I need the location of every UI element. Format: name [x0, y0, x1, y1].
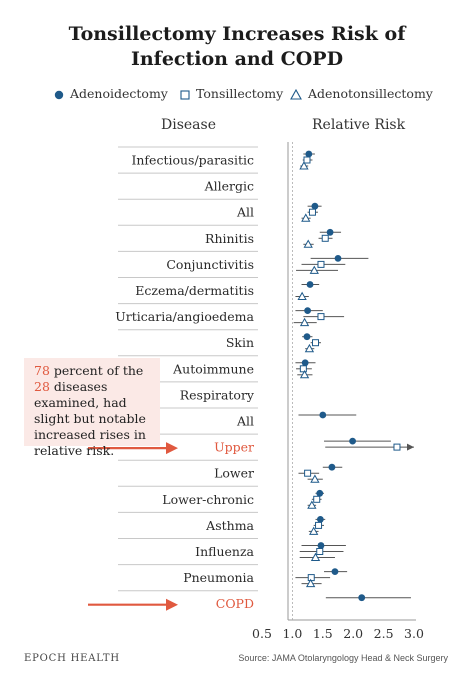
- chart-title-line-2: Infection and COPD: [130, 48, 344, 70]
- adenotonsillectomy-point: [299, 369, 310, 379]
- tonsillectomy-point: [316, 548, 324, 555]
- x-tick-label: 2.5: [374, 626, 394, 641]
- legend-item-adenoidectomy: Adenoidectomy: [54, 86, 168, 101]
- source-note: Source: JAMA Otolaryngology Head & Neck …: [238, 653, 448, 663]
- legend-label-tonsillectomy: Tonsillectomy: [196, 86, 284, 101]
- adenoidectomy-point: [331, 568, 339, 575]
- legend: Adenoidectomy Tonsillectomy Adenotonsill…: [0, 86, 474, 106]
- tonsillectomy-point: [321, 234, 329, 242]
- adenoidectomy-point: [303, 333, 311, 341]
- highlight-arrowhead: [166, 598, 178, 611]
- row-label: All: [236, 414, 254, 429]
- open-triangle-icon: [290, 88, 302, 100]
- tonsillectomy-point: [313, 495, 321, 503]
- row-label: Allergic: [204, 179, 254, 194]
- x-tick-label: 0.5: [252, 626, 272, 641]
- row-label: Upper: [214, 440, 254, 455]
- legend-label-adenotonsillectomy: Adenotonsillectomy: [308, 86, 433, 101]
- callout-text-part-1: percent of the: [49, 363, 144, 378]
- disease-column-header: Disease: [161, 117, 216, 133]
- adenotonsillectomy-point: [299, 161, 309, 170]
- adenoidectomy-point: [328, 463, 336, 471]
- highlight-arrowhead: [166, 442, 178, 455]
- x-tick-label: 1.0: [282, 626, 302, 641]
- callout-box: 78 percent of the 28 diseases examined, …: [24, 358, 160, 458]
- adenoidectomy-point: [306, 281, 314, 288]
- x-tick-label: 1.5: [313, 626, 333, 641]
- row-label: Influenza: [195, 544, 254, 559]
- legend-item-tonsillectomy: Tonsillectomy: [180, 86, 283, 101]
- adenoidectomy-point: [301, 359, 309, 367]
- relative-risk-column-header: Relative Risk: [312, 117, 406, 133]
- tonsillectomy-point: [315, 521, 323, 529]
- row-label: Urticaria/angioedema: [115, 309, 254, 324]
- adenotonsillectomy-point: [309, 265, 319, 274]
- adenoidectomy-point: [304, 307, 311, 314]
- row-label: Infectious/parasitic: [131, 153, 254, 168]
- adenotonsillectomy-point: [310, 474, 320, 483]
- tonsillectomy-point: [303, 156, 311, 164]
- row-label: Eczema/dermatitis: [135, 283, 254, 298]
- row-label: Skin: [226, 335, 254, 350]
- callout-text-part-2: diseases examined, had slight but notabl…: [34, 379, 146, 458]
- tonsillectomy-point: [307, 574, 315, 582]
- tonsillectomy-point: [393, 443, 401, 451]
- tonsillectomy-point: [317, 260, 325, 268]
- brand-logo: EPOCH HEALTH: [24, 653, 120, 664]
- callout-highlight-count: 28: [34, 379, 50, 394]
- adenoidectomy-point: [305, 150, 313, 158]
- tonsillectomy-point: [317, 313, 325, 321]
- adenoidectomy-point: [319, 411, 327, 419]
- adenoidectomy-point: [311, 202, 319, 210]
- adenotonsillectomy-point: [299, 317, 310, 327]
- adenotonsillectomy-point: [303, 239, 313, 248]
- row-label: Lower-chronic: [162, 492, 254, 507]
- row-label: COPD: [216, 596, 254, 611]
- row-label: Autoimmune: [172, 361, 254, 376]
- row-label: Respiratory: [180, 387, 255, 402]
- error-bar-arrow: [407, 443, 414, 451]
- adenoidectomy-point: [316, 489, 324, 497]
- adenotonsillectomy-point: [304, 343, 315, 353]
- adenoidectomy-point: [358, 594, 366, 602]
- legend-label-adenoidectomy: Adenoidectomy: [70, 86, 168, 101]
- row-label: Asthma: [205, 518, 254, 533]
- legend-item-adenotonsillectomy: Adenotonsillectomy: [290, 86, 433, 101]
- adenoidectomy-point: [334, 255, 342, 262]
- tonsillectomy-point: [308, 208, 316, 216]
- row-label: Rhinitis: [205, 231, 254, 246]
- tonsillectomy-point: [312, 339, 320, 347]
- callout-text: 78 percent of the 28 diseases examined, …: [34, 363, 158, 459]
- filled-circle-icon: [54, 90, 64, 99]
- tonsillectomy-point: [304, 469, 312, 477]
- adenotonsillectomy-point: [297, 291, 307, 300]
- adenotonsillectomy-point: [301, 213, 311, 222]
- chart-title-line-1: Tonsillectomy Increases Risk of: [68, 23, 406, 45]
- x-tick-label: 2.0: [343, 626, 363, 641]
- row-label: Pneumonia: [183, 570, 254, 585]
- row-label: All: [236, 205, 254, 220]
- callout-highlight-percent: 78: [34, 363, 50, 378]
- x-tick-label: 3.0: [404, 626, 424, 641]
- adenotonsillectomy-point: [310, 552, 321, 561]
- row-label: Conjunctivitis: [166, 257, 254, 272]
- adenoidectomy-point: [316, 516, 324, 523]
- adenotonsillectomy-point: [307, 500, 317, 509]
- open-square-icon: [180, 89, 190, 100]
- adenotonsillectomy-point: [309, 526, 319, 535]
- adenoidectomy-point: [326, 228, 334, 236]
- adenoidectomy-point: [349, 437, 356, 445]
- adenotonsillectomy-point: [305, 578, 316, 588]
- adenoidectomy-point: [317, 542, 325, 549]
- chart-title: Tonsillectomy Increases Risk of Infectio…: [0, 22, 474, 72]
- row-label: Lower: [214, 466, 254, 481]
- tonsillectomy-point: [299, 365, 307, 373]
